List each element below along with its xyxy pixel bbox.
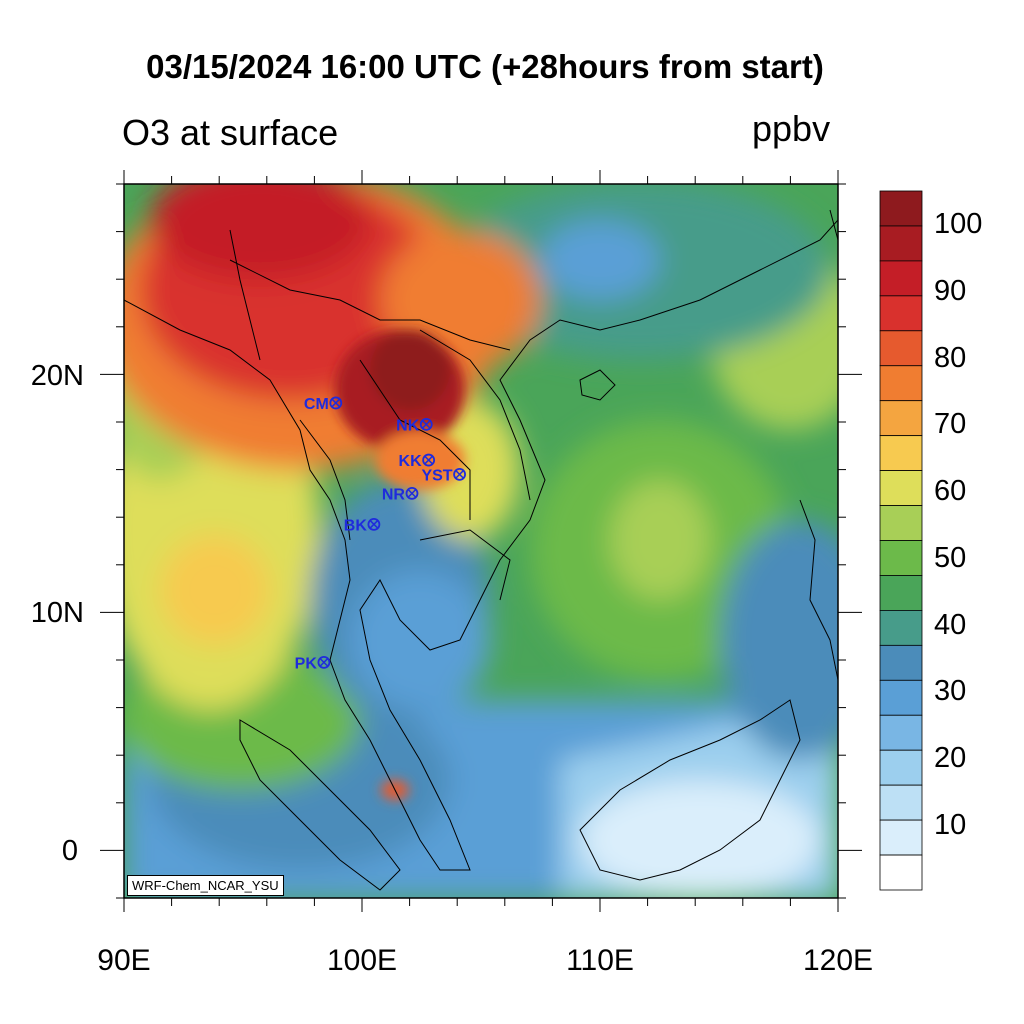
station-yst: YST: [421, 467, 466, 484]
colorbar-label-50: 50: [934, 542, 967, 574]
border-india-myanmar: [229, 229, 261, 361]
station-marker-icon: [329, 396, 343, 410]
colorbar-swatch: [879, 644, 923, 681]
colorbar-label-70: 70: [934, 408, 967, 440]
colorbar-swatch: [879, 679, 923, 716]
station-marker-icon: [405, 486, 419, 500]
station-bk: BK: [344, 517, 381, 534]
colorbar-label-60: 60: [934, 475, 967, 507]
colorbar-label-80: 80: [934, 342, 967, 374]
lon-label-90e: 90E: [97, 944, 151, 977]
colorbar-label-10: 10: [934, 809, 967, 841]
field-china-blue: [540, 220, 660, 300]
model-credit: WRF-Chem_NCAR_YSU: [127, 875, 284, 896]
lat-label-10n: 10N: [30, 597, 84, 629]
station-nk: NK: [396, 417, 433, 434]
colorbar-swatch: [879, 749, 923, 786]
colorbar-swatch: [879, 470, 923, 506]
field-bay-bengal-high: [160, 535, 270, 645]
lat-label-20n: 20N: [30, 360, 84, 392]
station-marker-icon: [422, 453, 436, 467]
map-frame: [123, 183, 839, 899]
colorbar-swatch: [879, 784, 923, 821]
station-label: CM: [304, 396, 329, 413]
chart-title: 03/15/2024 16:00 UTC (+28hours from star…: [146, 48, 824, 85]
colorbar-swatch: [879, 295, 923, 332]
station-label: KK: [399, 453, 423, 470]
station-marker-icon: [453, 467, 466, 481]
lon-label-110e: 110E: [566, 944, 634, 977]
border-laos-vietnam: [419, 329, 531, 501]
map-ticks: [100, 170, 862, 912]
coastline-mainland: [124, 219, 838, 871]
coastline-hainan: [579, 369, 616, 401]
border-china-south: [229, 259, 511, 351]
lon-label-120e: 120E: [802, 944, 874, 977]
station-label: YST: [421, 467, 452, 484]
colorbar-swatch: [879, 610, 923, 646]
colorbar-swatch: [879, 505, 923, 541]
border-cambodia: [419, 529, 511, 601]
border-thailand-laos: [359, 359, 471, 520]
colorbar-swatch: [879, 190, 923, 227]
field-plume-north: [150, 184, 370, 280]
field-borneo-very-low: [580, 780, 820, 898]
lat-label-0: 0: [61, 835, 78, 867]
colorbar-swatch: [879, 854, 923, 891]
field-isan-orange: [375, 430, 465, 490]
colorbar-swatch: [879, 400, 923, 437]
colorbar-label-100: 100: [934, 208, 983, 240]
coastline-taiwan: [829, 209, 838, 241]
colorbar-label-90: 90: [934, 275, 967, 307]
station-cm: CM: [304, 396, 343, 413]
colorbar-swatch: [879, 435, 923, 471]
variable-label: O3 at surface: [122, 112, 339, 153]
colorbar-swatch: [879, 260, 923, 297]
station-label: BK: [344, 517, 368, 534]
colorbar: [879, 190, 923, 891]
colorbar-label-20: 20: [934, 742, 967, 774]
station-label: NR: [382, 486, 406, 503]
colorbar-swatch: [879, 819, 923, 856]
colorbar-swatch: [879, 714, 923, 751]
station-nr: NR: [382, 486, 419, 503]
station-marker-icon: [419, 417, 433, 431]
station-label: NK: [396, 417, 420, 434]
field-plume-peak: [370, 330, 450, 410]
coastline-philippines: [799, 499, 838, 681]
colorbar-swatch: [879, 330, 923, 367]
colorbar-label-40: 40: [934, 609, 967, 641]
units-label: ppbv: [752, 108, 831, 149]
colorbar-swatch: [879, 365, 923, 402]
station-pk: PK: [295, 655, 331, 672]
field-scs-yellow: [610, 480, 710, 600]
coastline-borneo: [579, 699, 801, 881]
colorbar-swatch: [879, 575, 923, 611]
station-marker-icon: [367, 517, 381, 531]
station-label: PK: [295, 655, 318, 672]
border-myanmar-thailand: [299, 419, 351, 541]
coastline-sumatra: [239, 719, 401, 891]
colorbar-swatch: [879, 540, 923, 576]
station-marker-icon: [317, 655, 331, 669]
lon-label-100e: 100E: [326, 944, 398, 977]
field-east-blue: [720, 520, 838, 760]
station-kk: KK: [399, 453, 436, 470]
colorbar-swatch: [879, 225, 923, 262]
colorbar-label-30: 30: [934, 675, 967, 707]
